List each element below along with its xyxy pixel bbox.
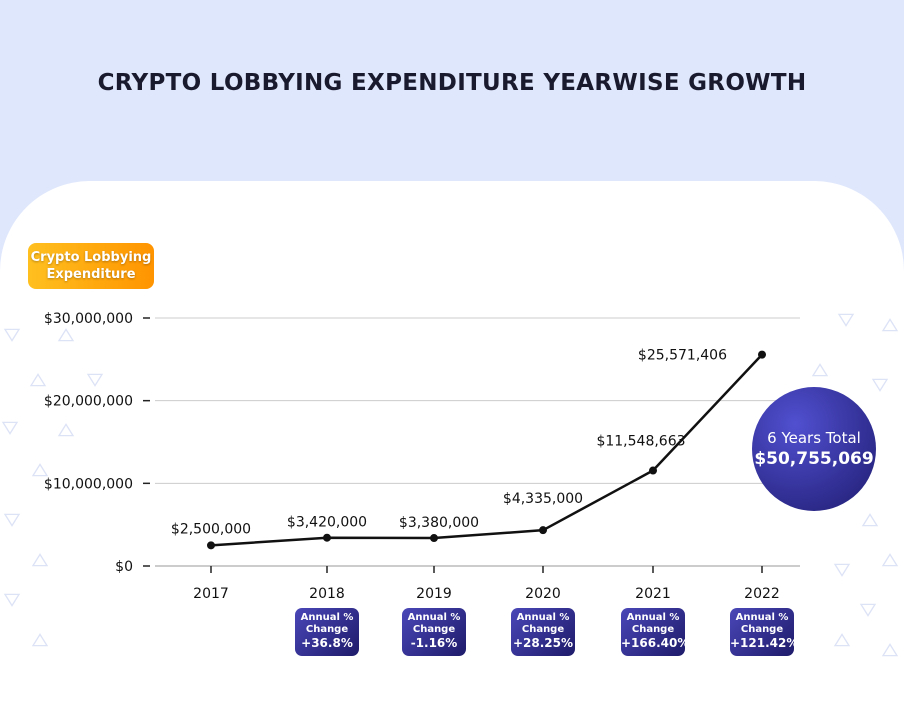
x-tick-label: 2019 — [416, 586, 452, 602]
x-tick-label: 2017 — [193, 586, 229, 602]
data-label: $3,420,000 — [287, 515, 367, 531]
badge-label: Change — [412, 624, 456, 635]
y-tick-label: $10,000,000 — [44, 476, 133, 492]
data-label: $11,548,663 — [596, 434, 685, 450]
triangle-decoration — [29, 373, 47, 387]
y-tick-label: $20,000,000 — [44, 394, 133, 410]
data-point — [758, 350, 766, 359]
triangle-decoration — [881, 553, 899, 567]
annual-change-badge: Annual % Change -1.16% — [402, 608, 466, 656]
badge-value: -1.16% — [410, 636, 458, 650]
triangle-decoration — [3, 513, 21, 527]
triangle-decoration — [1, 421, 19, 435]
badge-value: +121.42% — [730, 636, 799, 650]
total-label: 6 Years Total — [767, 429, 861, 447]
triangle-decoration — [31, 463, 49, 477]
data-point — [430, 534, 438, 543]
data-point — [539, 526, 547, 535]
triangle-decoration — [57, 423, 75, 437]
triangle-decoration — [833, 633, 851, 647]
badge-label: Change — [631, 624, 675, 635]
badge-value: +36.8% — [301, 636, 353, 650]
badge-value: +166.40% — [621, 636, 690, 650]
badge-label: Annual % — [626, 612, 680, 623]
annual-change-badge: Annual % Change +121.42% — [730, 608, 799, 656]
total-circle: 6 Years Total $50,755,069 — [752, 387, 876, 511]
annual-change-badge: Annual % Change +166.40% — [621, 608, 690, 656]
triangle-decoration — [881, 318, 899, 332]
badge-label: Annual % — [407, 612, 461, 623]
data-label: $2,500,000 — [171, 521, 251, 537]
data-point — [649, 466, 657, 475]
x-tick-label: 2022 — [744, 586, 780, 602]
triangle-decoration — [837, 313, 855, 327]
triangle-decoration — [3, 328, 21, 342]
triangle-decoration — [861, 513, 879, 527]
data-point — [207, 541, 215, 550]
triangle-decoration — [31, 553, 49, 567]
triangle-decoration — [57, 328, 75, 342]
badge-value: +28.25% — [512, 636, 574, 650]
triangle-decoration — [3, 593, 21, 607]
triangle-decoration — [86, 373, 104, 387]
x-tick-label: 2018 — [309, 586, 345, 602]
badge-label: Annual % — [735, 612, 789, 623]
y-axis-label: Crypto Lobbying Expenditure — [28, 243, 154, 289]
triangle-decoration — [871, 378, 889, 392]
triangle-decoration — [811, 363, 829, 377]
badge-label: Change — [305, 624, 349, 635]
annual-change-badge: Annual % Change +28.25% — [511, 608, 575, 656]
chart-title: CRYPTO LOBBYING EXPENDITURE YEARWISE GRO… — [97, 70, 807, 96]
data-label: $4,335,000 — [503, 491, 583, 507]
total-value: $50,755,069 — [754, 449, 874, 469]
triangle-decoration — [881, 643, 899, 657]
badge-label: Change — [521, 624, 565, 635]
annual-change-badge: Annual % Change +36.8% — [295, 608, 359, 656]
triangle-decoration — [833, 563, 851, 577]
badge-label: Annual % — [300, 612, 354, 623]
badge-label: Annual % — [516, 612, 570, 623]
triangle-decoration — [859, 603, 877, 617]
y-tick-label: $0 — [115, 559, 133, 575]
x-tick-label: 2020 — [525, 586, 561, 602]
y-tick-label: $30,000,000 — [44, 311, 133, 327]
data-label: $25,571,406 — [638, 348, 727, 364]
data-label: $3,380,000 — [399, 515, 479, 531]
badge-label: Change — [740, 624, 784, 635]
triangle-decoration — [31, 633, 49, 647]
data-line — [210, 353, 763, 547]
x-tick-label: 2021 — [635, 586, 671, 602]
data-point — [323, 533, 331, 542]
